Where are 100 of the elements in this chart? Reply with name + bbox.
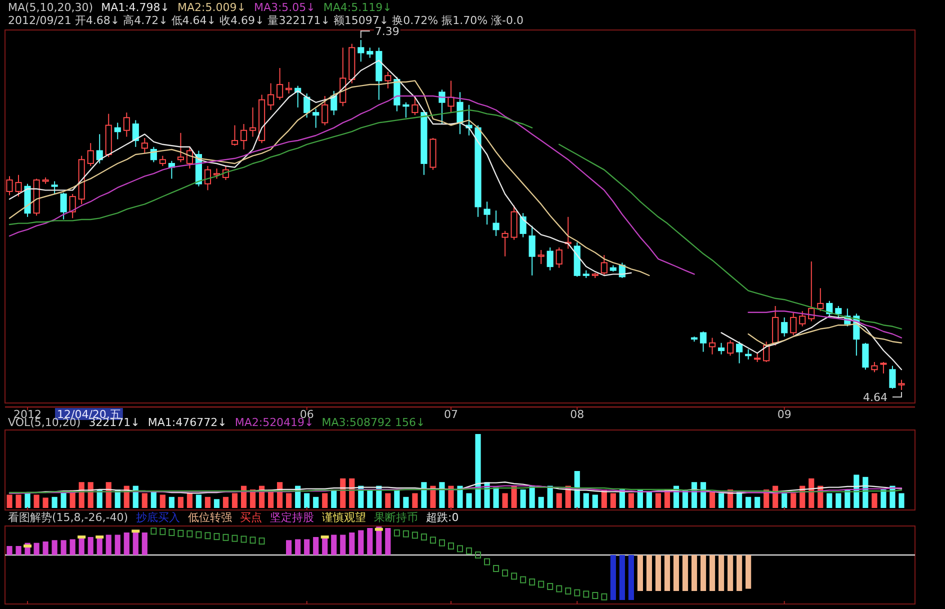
bar: [78, 537, 84, 555]
text: MA4:5.119↓: [323, 1, 392, 14]
bar: [700, 555, 706, 591]
text: MA3:508792 156↓: [322, 416, 426, 429]
point: [538, 580, 544, 588]
bar: [790, 493, 796, 508]
bar: [691, 555, 698, 591]
point: [258, 538, 265, 545]
chart-title: MA(5,10,20,30): [8, 1, 94, 14]
bar: [457, 486, 463, 508]
bar: [403, 496, 409, 508]
point: [583, 590, 590, 598]
text: 买点: [240, 511, 262, 524]
bar: [367, 528, 373, 555]
bar: [322, 537, 328, 555]
bar: [358, 530, 364, 555]
bar: [412, 493, 418, 508]
bar: [70, 539, 76, 555]
bar: [466, 493, 472, 508]
x-tick-label: 08: [570, 408, 584, 421]
text: 4.64: [862, 391, 888, 404]
text: MA1:476772↓: [148, 416, 227, 429]
text: 2012/09/21 开4.68↓ 高4.72↓ 低4.64↓ 收4.69↓ 量322171↓ 额15097↓ 换0.72% 振1.70% 涨-0.0: [8, 14, 524, 27]
point: [438, 539, 445, 546]
bar: [538, 496, 544, 508]
bar: [628, 555, 634, 600]
point: [394, 529, 400, 536]
bar: [782, 493, 788, 508]
bar: [132, 531, 138, 555]
bar: [349, 478, 355, 508]
bar: [232, 493, 238, 508]
bar: [439, 482, 445, 508]
point: [457, 545, 463, 552]
bar: [34, 494, 40, 508]
bar: [286, 540, 292, 555]
text: 超跌:0: [426, 511, 459, 524]
point: [196, 531, 202, 538]
bar: [556, 493, 562, 508]
chart-title: 看图解势(15,8,-26,-40): [8, 511, 128, 524]
point: [484, 558, 490, 566]
x-tick-label: 07: [444, 408, 458, 421]
bar: [60, 492, 66, 508]
bar: [655, 493, 662, 508]
point: [430, 536, 436, 544]
bar: [880, 490, 886, 508]
bar: [106, 534, 112, 555]
bar: [836, 493, 842, 508]
bar: [610, 493, 616, 508]
point: [493, 565, 500, 572]
bar: [529, 486, 535, 508]
point: [547, 583, 554, 590]
point: [150, 528, 157, 535]
bar: [214, 499, 220, 508]
point: [214, 533, 220, 540]
bar: [331, 534, 337, 555]
bar: [637, 555, 643, 591]
point: [178, 530, 184, 537]
bar: [160, 494, 166, 508]
bar: [34, 542, 40, 555]
bar: [592, 494, 598, 508]
bar: [718, 555, 724, 591]
bar: [340, 534, 346, 555]
text: 低位转强: [188, 511, 232, 524]
point: [420, 534, 427, 540]
bar: [6, 494, 12, 508]
bar: [619, 555, 625, 600]
bar: [872, 493, 878, 508]
bar: [898, 493, 904, 508]
text: MA3:5.05↓: [254, 1, 316, 14]
bar: [295, 539, 301, 555]
bar: [304, 493, 310, 508]
point: [160, 528, 166, 536]
point: [574, 589, 580, 596]
point: [222, 534, 229, 541]
point: [529, 578, 536, 586]
point: [168, 529, 175, 536]
point: [232, 534, 238, 542]
point: [402, 530, 409, 538]
bar: [16, 494, 22, 508]
bar: [547, 486, 553, 508]
series-label: 坚定持股: [270, 511, 314, 524]
text: 7.39: [374, 25, 400, 38]
bar: [6, 546, 12, 555]
bar: [142, 532, 148, 555]
bar: [124, 532, 130, 555]
bar: [646, 492, 652, 508]
point: [412, 532, 418, 539]
bar: [430, 486, 436, 508]
bar: [204, 496, 211, 508]
bar: [150, 492, 156, 508]
series-label: 谨慎观望: [322, 511, 366, 524]
bar: [114, 534, 120, 555]
bar: [394, 490, 400, 508]
bar: [754, 496, 760, 508]
bar: [746, 555, 752, 589]
point: [601, 593, 608, 600]
bar: [736, 555, 742, 591]
point: [448, 542, 454, 550]
point: [475, 552, 482, 558]
bar: [385, 493, 391, 508]
